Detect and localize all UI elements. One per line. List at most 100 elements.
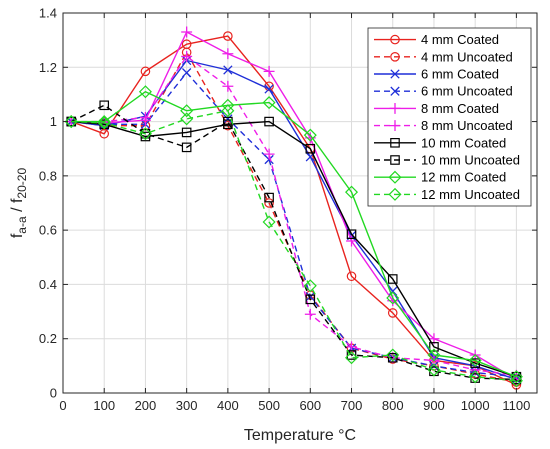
series-layer [64,26,523,390]
data-point-12-mm-coated [468,353,482,367]
legend-label-8-mm-coated: 8 mm Coated [421,101,499,116]
data-point-8-mm-coated [263,65,275,77]
data-point-4-mm-coated [346,271,357,282]
x-tick-label: 400 [217,398,239,413]
data-point-4-mm-coated [223,31,233,41]
data-point-10-mm-uncoated [140,128,151,139]
data-point-12-mm-coated [262,96,276,110]
x-tick-label: 600 [299,398,321,413]
x-tick-label: 1000 [461,398,490,413]
data-point-6-mm-uncoated [305,291,315,302]
legend-marker-6-mm-coated [390,69,400,79]
series-line-8-mm-coated [71,31,517,381]
data-point-4-mm-coated [140,66,151,77]
legend-label-8-mm-uncoated: 8 mm Uncoated [421,118,513,133]
data-point-10-mm-uncoated [99,100,110,111]
data-point-12-mm-uncoated [64,115,78,129]
legend-item-6-mm-uncoated: 6 mm Uncoated [374,84,513,99]
data-point-8-mm-uncoated [304,308,316,320]
legend-marker-10-mm-coated [390,138,400,148]
y-tick-label: 0 [50,386,57,401]
data-point-6-mm-uncoated [181,68,192,78]
y-axis-title-main: f [9,233,26,238]
legend-items: 4 mm Coated 4 mm Uncoated 6 mm Coated 6 mm … [374,32,520,202]
data-point-10-mm-coated [346,229,357,240]
series-line-6-mm-coated [71,59,517,381]
axis-ticks: 0 100 200 300 400 500 600 700 800 900 1000 1100 0 0.2… [39,6,537,413]
legend-label-12-mm-uncoated: 12 mm Uncoated [421,187,520,202]
data-point-6-mm-coated [264,84,274,94]
data-point-12-mm-uncoated [221,104,235,118]
data-point-10-mm-coated [429,342,439,352]
legend-label-4-mm-coated: 4 mm Coated [421,32,499,47]
y-axis-title: fa-a / f20-20 [9,168,29,239]
legend-item-10-mm-coated: 10 mm Coated [374,135,506,150]
y-axis-title-sub2: 20-20 [15,168,29,199]
data-point-10-mm-coated [264,116,274,127]
legend-label-6-mm-uncoated: 6 mm Uncoated [421,84,513,99]
x-tick-label: 700 [341,398,363,413]
data-point-12-mm-uncoated [345,351,359,365]
legend-item-8-mm-coated: 8 mm Coated [374,101,499,116]
data-point-10-mm-coated [181,127,192,138]
data-point-4-mm-uncoated [264,198,274,208]
legend: 4 mm Coated 4 mm Uncoated 6 mm Coated 6 mm … [367,27,532,207]
data-point-10-mm-coated [305,143,316,154]
data-point-8-mm-coated [222,48,234,60]
data-point-8-mm-coated [181,26,193,38]
legend-label-6-mm-coated: 6 mm Coated [421,67,499,82]
x-tick-label: 200 [135,398,157,413]
y-tick-label: 1.2 [39,60,57,75]
y-axis-title-sub1: a-a [15,216,29,234]
legend-item-4-mm-coated: 4 mm Coated [374,32,499,47]
legend-marker-8-mm-uncoated [389,120,401,132]
legend-item-6-mm-coated: 6 mm Coated [374,67,499,82]
y-tick-label: 0.4 [39,277,57,292]
data-point-12-mm-coated [509,370,523,384]
legend-marker-8-mm-coated [389,102,401,114]
x-tick-label: 300 [176,398,198,413]
y-tick-label: 0.6 [39,223,57,238]
x-tick-label: 500 [258,398,280,413]
data-point-4-mm-coated [387,308,398,318]
series-line-10-mm-uncoated [70,104,517,381]
x-tick-label: 1100 [502,398,530,413]
data-point-6-mm-coated [388,286,398,296]
legend-item-8-mm-uncoated: 8 mm Uncoated [374,118,513,133]
legend-item-4-mm-uncoated: 4 mm Uncoated [374,49,513,64]
y-tick-label: 0.2 [39,331,57,346]
data-point-12-mm-uncoated [180,112,194,126]
series-10-mm-uncoated [66,100,522,385]
y-axis-title-sep: / f [9,198,26,216]
legend-label-10-mm-coated: 10 mm Coated [421,135,506,150]
data-point-6-mm-uncoated [223,114,233,124]
data-point-8-mm-coated [346,235,357,247]
data-point-12-mm-coated [180,104,194,118]
legend-marker-12-mm-uncoated [388,187,402,201]
series-line-12-mm-uncoated [71,110,517,382]
legend-label-12-mm-coated: 12 mm Coated [421,170,506,185]
data-point-8-mm-uncoated [263,148,275,160]
data-point-10-mm-coated [387,274,398,284]
data-point-12-mm-coated [303,128,317,142]
data-point-12-mm-uncoated [386,348,400,362]
x-tick-label: 100 [93,398,115,413]
legend-box [367,27,532,207]
data-point-8-mm-uncoated [181,50,193,62]
x-tick-label: 800 [382,398,404,413]
plot-frame [62,12,538,394]
legend-item-12-mm-uncoated: 12 mm Uncoated [374,187,520,202]
x-tick-label: 900 [423,398,445,413]
series-line-8-mm-uncoated [71,55,517,377]
data-point-10-mm-uncoated [346,350,357,360]
y-tick-label: 0.8 [39,168,57,183]
y-tick-label: 1 [50,114,57,129]
series-line-10-mm-coated [71,120,517,378]
series-12-mm-coated [64,85,523,384]
data-point-10-mm-uncoated [181,142,192,153]
data-point-10-mm-uncoated [305,294,316,305]
x-axis-title: Temperature °C [244,427,356,444]
series-line-4-mm-coated [71,35,517,386]
legend-label-4-mm-uncoated: 4 mm Uncoated [421,49,513,64]
